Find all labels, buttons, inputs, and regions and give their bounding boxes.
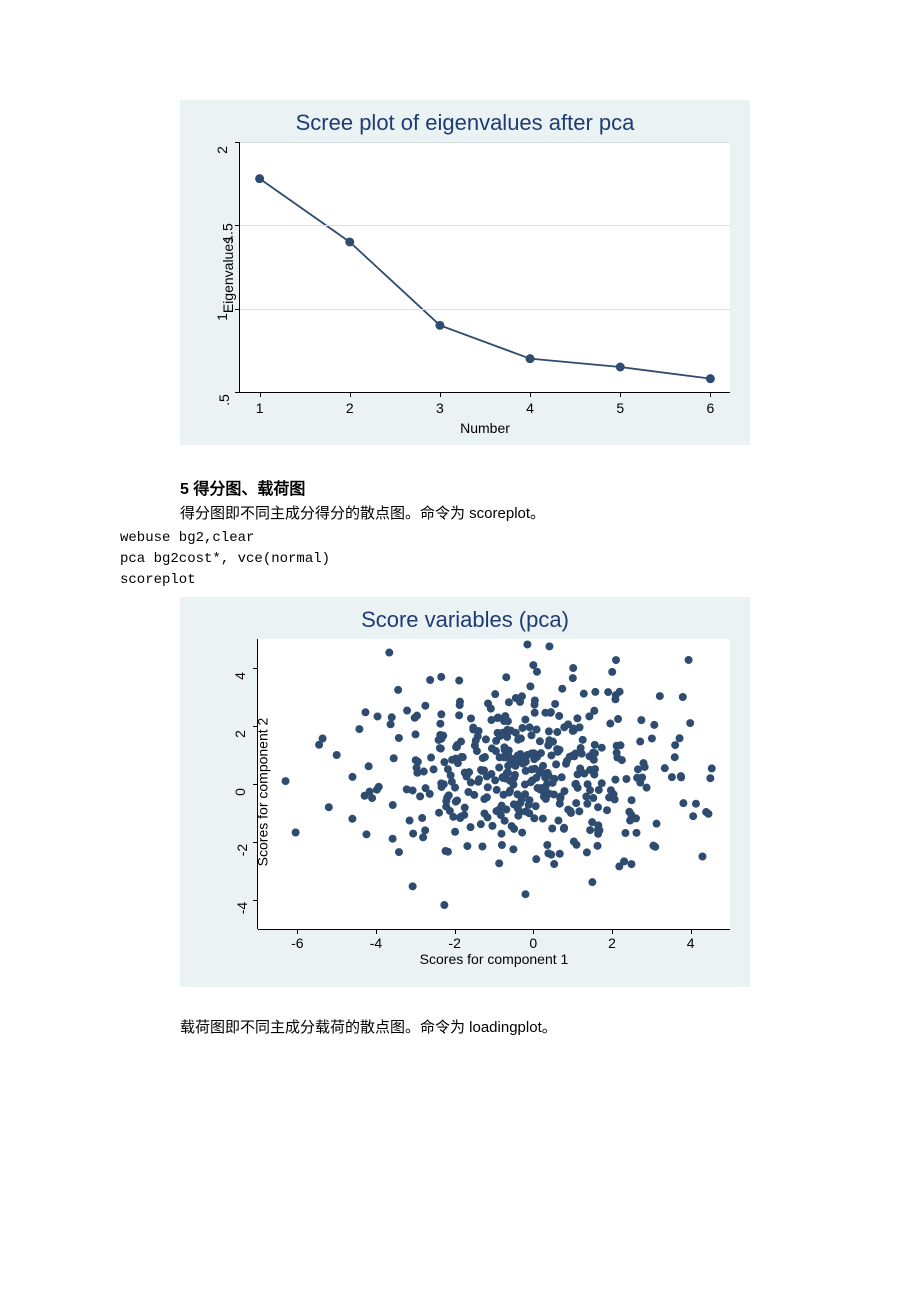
score-plot-area [258,639,730,929]
scree-plot-panel: Scree plot of eigenvalues after pca .511… [180,100,750,445]
code-line-1: webuse bg2,clear [120,528,820,549]
paragraph-2: 载荷图即不同主成分载荷的散点图。命令为 loadingplot。 [180,1017,820,1040]
score-plot-container: Score variables (pca) -4-2024-6-4-2024Sc… [180,597,820,987]
score-plot-panel: Score variables (pca) -4-2024-6-4-2024Sc… [180,597,750,987]
scree-chart-title: Scree plot of eigenvalues after pca [180,110,750,136]
score-svg [258,639,730,929]
scree-svg [240,142,730,392]
section-heading: 5 得分图、载荷图 [180,475,820,499]
scree-plot-area [240,142,730,392]
scree-plot-container: Scree plot of eigenvalues after pca .511… [180,100,820,445]
document-page: Scree plot of eigenvalues after pca .511… [0,0,920,1101]
code-line-3: scoreplot [120,570,820,591]
score-chart-title: Score variables (pca) [180,607,750,633]
code-line-2: pca bg2cost*, vce(normal) [120,549,820,570]
paragraph-1: 得分图即不同主成分得分的散点图。命令为 scoreplot。 [180,503,820,526]
